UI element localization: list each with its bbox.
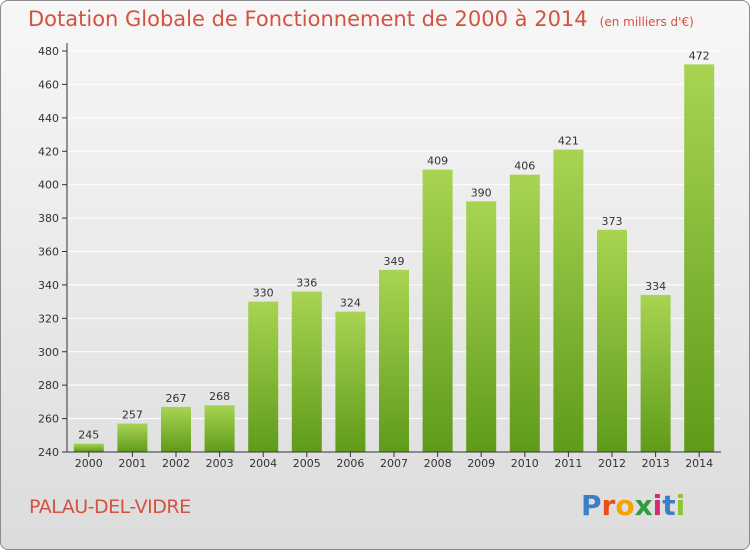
x-tick-label: 2005: [293, 457, 321, 470]
bar: [509, 174, 540, 452]
x-tick-label: 2004: [249, 457, 277, 470]
bar: [553, 149, 584, 452]
data-label: 421: [558, 135, 579, 148]
logo-letter: r: [601, 489, 616, 522]
bar: [422, 169, 453, 453]
bar: [291, 291, 322, 452]
y-tick-label: 480: [38, 45, 59, 58]
commune-name: PALAU-DEL-VIDRE: [29, 496, 191, 518]
x-tick-label: 2014: [685, 457, 713, 470]
y-tick-label: 280: [38, 379, 59, 392]
x-tick-label: 2003: [206, 457, 234, 470]
data-label: 406: [514, 160, 535, 173]
bar: [161, 406, 191, 452]
bar: [640, 294, 671, 452]
bar: [379, 269, 409, 452]
y-tick-label: 420: [38, 145, 59, 158]
data-label: 257: [122, 409, 143, 422]
y-tick-label: 300: [38, 346, 59, 359]
logo-letter: x: [634, 489, 653, 522]
logo-letter: i: [652, 489, 663, 522]
y-tick-label: 320: [38, 312, 59, 325]
logo-letter: o: [615, 489, 635, 522]
proxiti-logo: Proxiti: [581, 489, 685, 522]
bar: [248, 301, 279, 452]
y-tick-label: 400: [38, 179, 59, 192]
data-label: 472: [689, 49, 710, 62]
data-label: 324: [340, 297, 361, 310]
logo-letter: t: [662, 489, 676, 522]
data-label: 268: [209, 390, 230, 403]
x-tick-label: 2013: [642, 457, 670, 470]
x-tick-label: 2010: [511, 457, 539, 470]
data-label: 390: [471, 186, 492, 199]
bar: [117, 423, 148, 452]
data-label: 409: [427, 155, 448, 168]
x-tick-label: 2012: [598, 457, 626, 470]
bar: [684, 64, 715, 452]
data-label: 373: [602, 215, 623, 228]
data-label: 349: [384, 255, 405, 268]
y-tick-label: 360: [38, 246, 59, 259]
x-tick-label: 2001: [118, 457, 146, 470]
bar: [597, 229, 627, 452]
title-text: Dotation Globale de Fonctionnement de 20…: [28, 7, 588, 31]
data-label: 245: [78, 429, 99, 442]
data-label: 267: [166, 392, 187, 405]
logo-letter: i: [675, 489, 686, 522]
bar: [335, 311, 366, 452]
bar: [466, 201, 497, 452]
x-tick-label: 2011: [554, 457, 582, 470]
y-tick-label: 380: [38, 212, 59, 225]
logo-letter: P: [581, 489, 602, 522]
y-tick-label: 260: [38, 413, 59, 426]
data-label: 336: [296, 277, 317, 290]
x-tick-label: 2007: [380, 457, 408, 470]
x-tick-label: 2002: [162, 457, 190, 470]
x-tick-label: 2008: [424, 457, 452, 470]
data-label: 330: [253, 287, 274, 300]
x-tick-label: 2006: [336, 457, 364, 470]
unit-note: (en milliers d'€): [599, 15, 694, 29]
y-tick-label: 460: [38, 78, 59, 91]
y-tick-label: 440: [38, 112, 59, 125]
y-tick-label: 340: [38, 279, 59, 292]
x-tick-label: 2009: [467, 457, 495, 470]
y-tick-label: 240: [38, 446, 59, 459]
x-tick-label: 2000: [75, 457, 103, 470]
bar: [73, 443, 104, 452]
bar: [204, 405, 235, 452]
chart-title: Dotation Globale de Fonctionnement de 20…: [28, 7, 694, 31]
data-label: 334: [645, 280, 666, 293]
